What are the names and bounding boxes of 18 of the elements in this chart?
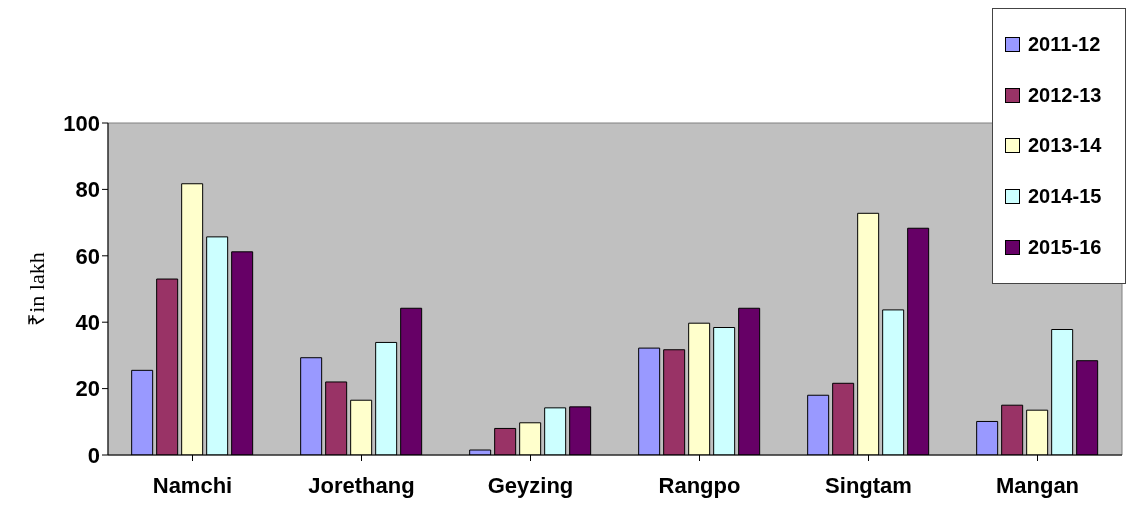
legend-label: 2014-15 [1028,185,1102,209]
x-tick-label: Namchi [152,472,233,498]
x-tick-label: Rangpo [658,472,741,498]
y-tick-label: 100 [63,110,100,136]
legend-label: 2015-16 [1028,236,1102,260]
x-tick-label: Mangan [995,472,1080,498]
y-tick-label: 20 [75,376,100,402]
x-tick-label: Geyzing [487,472,574,498]
x-tick-label: Jorethang [308,472,415,498]
x-tick-label: Singtam [825,472,912,498]
y-axis-title: ₹in lakh [23,252,49,326]
y-tick-label: 0 [87,442,100,468]
y-tick-label: 40 [75,310,100,336]
legend-label: 2013-14 [1028,134,1102,158]
legend-label: 2011-12 [1028,32,1101,56]
y-tick-label: 80 [75,177,100,203]
y-tick-label: 60 [75,243,100,269]
legend-label: 2012-13 [1028,83,1102,107]
